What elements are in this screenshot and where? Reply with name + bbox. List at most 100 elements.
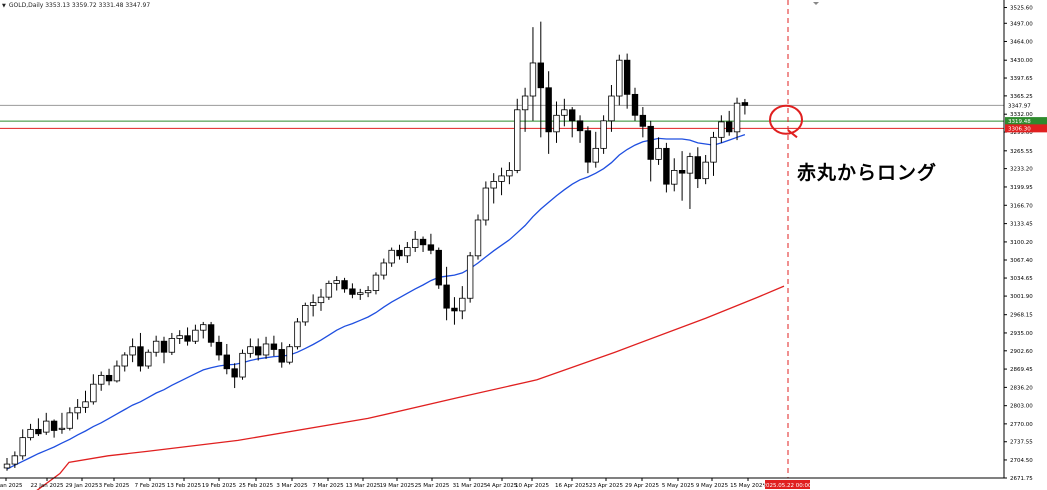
candle [58, 412, 66, 434]
candle-body [490, 181, 497, 189]
candle [207, 321, 215, 347]
time-tick-label: 7 Mar 2025 [312, 483, 344, 489]
price-tick-label: 2671.75 [1010, 476, 1033, 482]
candle-body [176, 335, 183, 339]
candle-body [678, 170, 686, 174]
candle [278, 342, 285, 368]
candle [333, 276, 340, 291]
candle-body [694, 156, 701, 180]
candle [427, 233, 435, 255]
price-tick-label: 3199.95 [1010, 185, 1033, 191]
time-tick-label: 25 Feb 2025 [239, 483, 274, 489]
candle [364, 286, 372, 298]
candle-body [459, 297, 466, 312]
time-tick-label: 7 Feb 2025 [135, 483, 166, 489]
candle-body [231, 368, 238, 378]
candle [726, 110, 733, 136]
price-tick-label: 3430.00 [1010, 58, 1033, 64]
candle [663, 142, 670, 193]
candle-body [435, 249, 442, 286]
candles [3, 21, 749, 471]
price-tick-label: 3034.65 [1010, 276, 1033, 282]
candle [223, 343, 230, 375]
price-tick-label: 3265.55 [1010, 149, 1033, 155]
time-tick-label: 5 May 2025 [662, 483, 695, 489]
price-tick-label: 3464.00 [1010, 39, 1033, 45]
overlays [769, 0, 819, 478]
candle-body [121, 354, 128, 367]
candle-body [718, 121, 725, 138]
candle [74, 399, 81, 420]
candle-body [247, 346, 254, 354]
candle [616, 54, 623, 106]
current-price-tag: 3347.97 [1008, 103, 1031, 109]
candle [341, 277, 348, 293]
candle [19, 429, 26, 460]
price-tick-label: 3332.00 [1010, 112, 1033, 118]
candle [317, 288, 325, 311]
candle-body [616, 59, 623, 97]
green-line-tag: 3319.48 [1008, 119, 1031, 125]
price-tick-label: 2836.20 [1010, 385, 1033, 391]
candle [231, 363, 238, 389]
candle-body [325, 282, 333, 298]
candle-body [11, 455, 19, 465]
candle-body [200, 324, 207, 331]
candle-body [411, 238, 419, 248]
candle [239, 349, 246, 380]
candle-body [137, 346, 144, 367]
candle [247, 338, 254, 358]
candle-body [380, 262, 387, 276]
candle [152, 335, 160, 357]
candle [50, 419, 58, 438]
candle-body [404, 247, 411, 257]
price-tick-label: 2770.00 [1010, 422, 1033, 428]
time-tick-label: 3 Feb 2025 [99, 483, 130, 489]
candle-body [184, 335, 191, 342]
candle-body [35, 428, 42, 435]
candle [380, 258, 387, 280]
collapse-triangle-icon[interactable]: ▼ [2, 3, 6, 9]
time-tick-label: 9 May 2025 [696, 483, 729, 489]
candle-body [66, 412, 73, 429]
candle [537, 21, 544, 138]
candle [694, 147, 701, 189]
candle [98, 371, 105, 391]
candle-body [576, 120, 584, 132]
candle-body [317, 296, 325, 304]
candle-body [239, 352, 246, 378]
candle [129, 338, 136, 363]
time-tick-label: 19 Feb 2025 [202, 483, 237, 489]
candle-body [702, 161, 709, 180]
price-tick-label: 2902.60 [1010, 349, 1033, 355]
candle-body [19, 437, 26, 457]
candle [608, 84, 615, 132]
candle [121, 352, 128, 372]
candle [553, 101, 560, 143]
candle-body [506, 170, 513, 177]
price-tick-label: 2935.00 [1010, 331, 1033, 337]
candle-body [608, 95, 615, 122]
candle-body [561, 109, 568, 116]
candle [569, 107, 576, 138]
candle-body [474, 219, 482, 257]
candle-body [98, 374, 105, 385]
candle [372, 272, 380, 295]
candle-body [168, 338, 176, 353]
price-tick-label: 3001.90 [1010, 294, 1033, 300]
candle [3, 458, 11, 471]
price-tick-label: 3133.45 [1010, 222, 1033, 228]
candle-body [286, 346, 293, 363]
candle-body [82, 401, 89, 408]
price-tick-label: 3166.70 [1010, 203, 1033, 209]
candle-body [302, 304, 309, 323]
candle-body [27, 428, 34, 439]
current-price-tag-bg [1005, 101, 1047, 110]
entry-circle-tail [787, 129, 798, 139]
candle-body [207, 324, 215, 343]
candle [286, 343, 293, 365]
candle-body [623, 59, 631, 95]
time-tick-label: 31 Mar 2025 [453, 483, 488, 489]
candle [545, 71, 552, 154]
candle [27, 423, 34, 441]
